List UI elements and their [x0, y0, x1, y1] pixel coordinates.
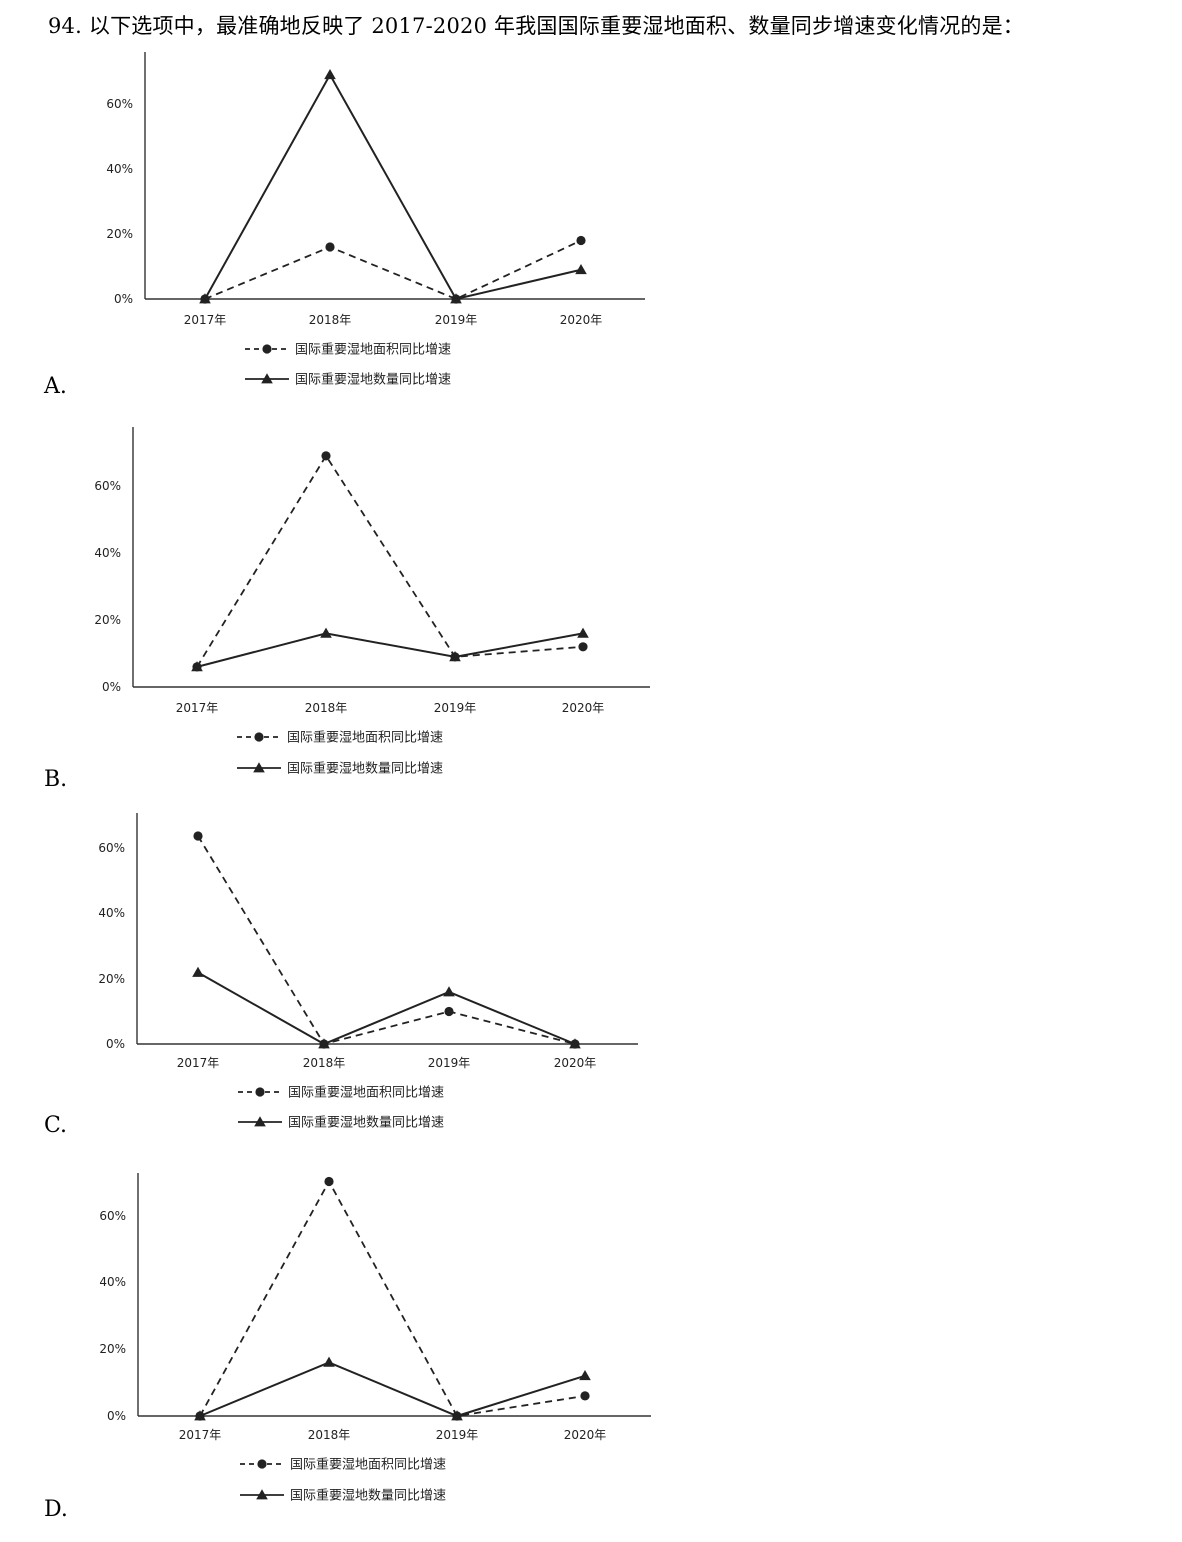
area-growth-line: [199, 1179, 586, 1417]
area-data-point: [193, 831, 203, 841]
chart-option-b: 0% 20% 40% 60% 2017年 2018年 2019年 2020年国际重要湿地面积同…: [94, 427, 650, 777]
x-tick-label: 2019年: [435, 313, 478, 327]
y-tick-label: 40%: [94, 546, 121, 560]
area-data-point: [578, 642, 588, 652]
x-tick-label: 2018年: [305, 701, 348, 715]
option-label-d: D.: [44, 1497, 68, 1522]
y-tick-label: 20%: [106, 227, 133, 241]
y-tick-label: 40%: [99, 1275, 126, 1289]
y-tick-label: 0%: [107, 1409, 126, 1423]
chart-option-c: 0% 20% 40% 60% 2017年 2018年 2019年 2020年国际重要湿地面积同…: [98, 813, 638, 1131]
count-growth-line: [196, 632, 584, 668]
area-data-point: [444, 1006, 454, 1017]
count-data-point: [451, 1410, 463, 1421]
count-data-point: [450, 293, 462, 304]
count-data-point: [320, 627, 332, 638]
legend-label: 国际重要湿地数量同比增速: [288, 1115, 444, 1131]
count-data-point: [575, 263, 587, 275]
x-tick-label: 2018年: [309, 313, 352, 327]
count-data-point: [199, 293, 211, 304]
legend-marker: [262, 344, 272, 354]
x-tick-label: 2017年: [184, 313, 227, 327]
option-label-a: A.: [44, 374, 67, 399]
legend-label: 国际重要湿地面积同比增速: [295, 342, 451, 358]
legend-label: 国际重要湿地数量同比增速: [290, 1488, 446, 1504]
y-tick-label: 20%: [99, 1342, 126, 1356]
area-growth-line: [197, 835, 576, 1046]
y-tick-label: 0%: [106, 1037, 125, 1051]
area-data-point: [324, 1176, 334, 1187]
legend-marker: [253, 762, 265, 773]
x-tick-label: 2019年: [434, 701, 477, 715]
count-data-point: [569, 1038, 581, 1049]
y-tick-label: 0%: [114, 292, 133, 306]
count-data-point: [324, 68, 336, 80]
legend-marker: [254, 732, 264, 742]
x-tick-label: 2020年: [564, 1428, 607, 1442]
area-data-point: [325, 242, 335, 252]
count-growth-line: [197, 971, 576, 1046]
chart-option-a: 0% 20% 40% 60% 2017年 2018年 2019年 2020年国际重要湿地面积同…: [106, 52, 645, 388]
count-data-point: [194, 1410, 206, 1421]
x-tick-label: 2020年: [560, 313, 603, 327]
chart-option-d: 0% 20% 40% 60% 2017年 2018年 2019年 2020年国际重要湿地面积同…: [99, 1173, 651, 1504]
legend-label: 国际重要湿地数量同比增速: [287, 761, 443, 777]
x-tick-label: 2020年: [554, 1056, 597, 1070]
x-tick-label: 2017年: [177, 1056, 220, 1070]
legend-marker: [255, 1087, 265, 1097]
count-data-point: [449, 651, 461, 662]
legend-marker: [261, 373, 273, 384]
y-tick-label: 20%: [98, 972, 125, 986]
legend-label: 国际重要湿地面积同比增速: [288, 1085, 444, 1101]
count-growth-line: [204, 72, 582, 301]
x-tick-label: 2019年: [428, 1056, 471, 1070]
legend-marker: [256, 1489, 268, 1500]
legend-marker: [254, 1116, 266, 1127]
legend-marker: [257, 1459, 267, 1469]
question-text: 94. 以下选项中，最准确地反映了 2017-2020 年我国国际重要湿地面积、…: [48, 14, 1025, 38]
count-data-point: [577, 627, 589, 638]
option-label-c: C.: [44, 1113, 68, 1138]
x-tick-label: 2020年: [562, 701, 605, 715]
y-tick-label: 60%: [98, 841, 125, 855]
x-tick-label: 2018年: [303, 1056, 346, 1070]
area-data-point: [321, 451, 331, 461]
y-tick-label: 20%: [94, 613, 121, 627]
option-label-b: B.: [44, 767, 68, 792]
area-growth-line: [204, 239, 582, 300]
area-data-point: [576, 235, 586, 246]
y-tick-label: 0%: [102, 680, 121, 694]
y-tick-label: 60%: [94, 479, 121, 493]
count-growth-line: [199, 1361, 586, 1418]
y-tick-label: 40%: [106, 162, 133, 176]
count-data-point: [443, 986, 455, 997]
x-tick-label: 2017年: [179, 1428, 222, 1442]
y-tick-label: 60%: [106, 97, 133, 111]
legend-label: 国际重要湿地数量同比增速: [295, 372, 451, 388]
count-data-point: [191, 661, 203, 672]
count-data-point: [323, 1356, 335, 1367]
area-data-point: [580, 1391, 590, 1401]
count-data-point: [579, 1370, 591, 1381]
area-growth-line: [196, 454, 584, 668]
y-tick-label: 60%: [99, 1209, 126, 1223]
count-data-point: [192, 966, 204, 977]
legend-label: 国际重要湿地面积同比增速: [287, 730, 443, 746]
x-tick-label: 2017年: [176, 701, 219, 715]
x-tick-label: 2019年: [436, 1428, 479, 1442]
y-tick-label: 40%: [98, 906, 125, 920]
legend-label: 国际重要湿地面积同比增速: [290, 1457, 446, 1473]
x-tick-label: 2018年: [308, 1428, 351, 1442]
count-data-point: [318, 1038, 330, 1049]
